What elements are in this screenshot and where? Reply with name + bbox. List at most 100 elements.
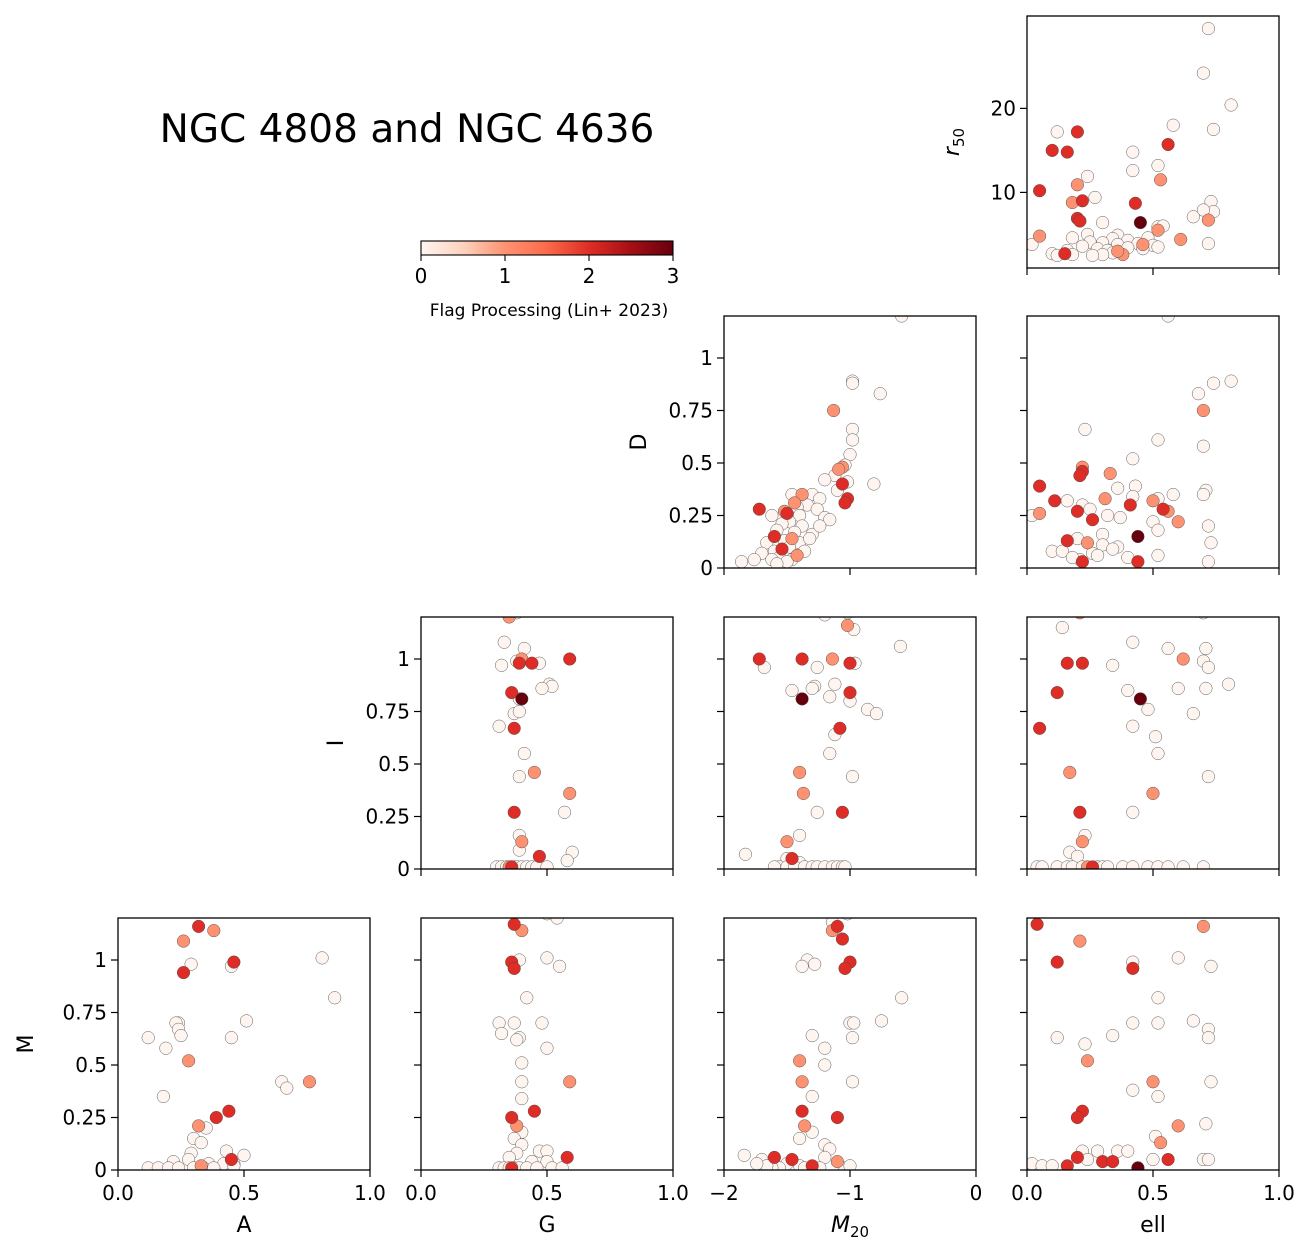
- data-point: [525, 918, 529, 919]
- data-point: [555, 1161, 569, 1170]
- points-D-ell: [1027, 316, 1238, 568]
- data-point: [497, 635, 511, 649]
- data-point: [505, 1161, 519, 1170]
- data-point: [798, 1119, 812, 1133]
- data-point: [845, 433, 860, 447]
- data-point: [835, 932, 849, 946]
- data-point: [302, 1075, 317, 1089]
- data-point: [793, 1054, 807, 1068]
- data-point: [1186, 1014, 1200, 1028]
- data-point: [227, 955, 241, 969]
- data-point: [1070, 178, 1084, 192]
- data-point: [492, 719, 506, 733]
- data-point: [1065, 231, 1079, 245]
- data-point: [800, 602, 813, 615]
- data-point: [222, 1104, 236, 1118]
- data-point: [767, 1150, 781, 1164]
- x-tick-label: 1.0: [354, 1181, 386, 1205]
- data-point: [1060, 656, 1074, 670]
- data-point: [1133, 692, 1147, 706]
- x-tick-label: 0.5: [228, 1181, 260, 1205]
- data-point: [1126, 635, 1140, 649]
- data-point: [159, 1041, 173, 1055]
- y-tick-label: 0: [700, 556, 713, 580]
- colorbar-tick-label: 2: [583, 264, 596, 288]
- data-point: [780, 835, 794, 849]
- data-point: [1070, 1150, 1084, 1164]
- y-tick-label: 0.25: [668, 504, 713, 528]
- data-point: [1075, 239, 1089, 253]
- data-point: [1151, 746, 1165, 761]
- data-point: [1201, 22, 1215, 36]
- x-axis-label: A: [236, 1213, 251, 1238]
- data-point: [1166, 118, 1180, 132]
- data-point: [1101, 508, 1115, 523]
- data-point: [827, 403, 841, 418]
- data-point: [1126, 719, 1140, 733]
- data-point: [818, 473, 832, 487]
- data-point: [1166, 487, 1180, 502]
- data-point: [553, 959, 567, 973]
- data-point: [798, 903, 811, 916]
- data-point: [560, 854, 574, 868]
- data-point: [1078, 422, 1092, 436]
- data-point: [1204, 536, 1218, 550]
- data-point: [775, 542, 789, 556]
- data-point: [1151, 548, 1165, 562]
- data-point: [788, 496, 802, 510]
- data-point: [823, 690, 837, 704]
- data-point: [1033, 479, 1047, 493]
- colorbar-tick-label: 1: [499, 264, 512, 288]
- y-tick-label: 0.5: [378, 752, 410, 776]
- data-point: [1174, 232, 1188, 246]
- data-point: [1080, 536, 1095, 550]
- data-point: [182, 1054, 196, 1068]
- data-point: [810, 805, 824, 819]
- data-point: [1073, 934, 1087, 948]
- data-point: [1126, 805, 1140, 819]
- data-point: [525, 656, 539, 670]
- data-point: [1075, 194, 1089, 208]
- data-point: [770, 557, 784, 568]
- data-point: [785, 683, 799, 698]
- data-point: [874, 1014, 889, 1028]
- data-point: [795, 1104, 809, 1118]
- data-point: [1151, 1016, 1165, 1030]
- data-point: [1161, 137, 1175, 152]
- data-point: [838, 961, 852, 975]
- data-point: [1033, 229, 1047, 243]
- data-point: [767, 860, 781, 869]
- data-point: [1196, 919, 1210, 933]
- data-point: [796, 786, 810, 800]
- data-point: [1156, 502, 1170, 516]
- y-tick-label: 0.5: [681, 451, 713, 475]
- data-point: [209, 1110, 223, 1125]
- data-point: [1070, 125, 1084, 139]
- points-I-ell: [1030, 617, 1236, 869]
- data-point: [1196, 860, 1210, 869]
- data-point: [805, 1029, 819, 1043]
- data-point: [176, 966, 191, 980]
- data-point: [838, 860, 852, 869]
- data-point: [1098, 492, 1112, 506]
- data-point: [1197, 903, 1210, 916]
- data-point: [1204, 1075, 1218, 1089]
- data-point: [831, 903, 844, 916]
- panel-M-vs-G: 0.0 0.5 1.0 G: [405, 917, 689, 1238]
- data-point: [844, 602, 857, 615]
- data-point: [1151, 1089, 1165, 1104]
- data-point: [1117, 903, 1130, 916]
- data-point: [1101, 860, 1115, 869]
- data-point: [505, 860, 519, 869]
- data-point: [280, 1081, 294, 1095]
- data-point: [1148, 730, 1163, 744]
- data-point: [1106, 1155, 1120, 1169]
- data-point: [1133, 216, 1147, 230]
- data-point: [563, 786, 577, 800]
- data-point: [1196, 403, 1210, 418]
- data-point: [1050, 1031, 1064, 1045]
- data-point: [747, 553, 761, 567]
- data-point: [224, 1152, 238, 1167]
- data-point: [505, 1110, 519, 1125]
- y-tick-label: 0.25: [62, 1106, 107, 1130]
